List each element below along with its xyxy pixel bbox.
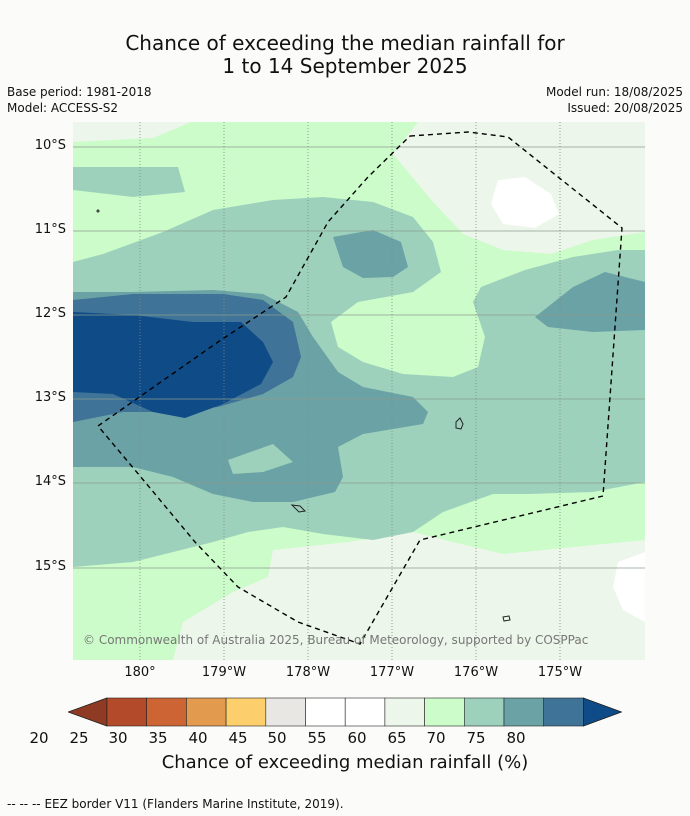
lat-label-13s: 13°S — [34, 390, 66, 405]
model-run-text: Model run: 18/08/2025 — [545, 85, 683, 99]
colorbar-box — [424, 697, 465, 727]
colorbar-box — [543, 697, 584, 727]
colorbar — [68, 697, 622, 727]
islands — [96, 209, 511, 622]
colorbar-box — [463, 697, 505, 727]
colorbar-tick-40: 40 — [188, 729, 208, 747]
colorbar-tick-65: 65 — [387, 729, 407, 747]
colorbar-box — [384, 697, 425, 727]
model-text: Model: ACCESS-S2 — [7, 101, 119, 115]
colorbar-box — [106, 697, 148, 727]
colorbar-box — [265, 697, 306, 727]
latitude-gridlines — [73, 146, 645, 569]
region-light-south — [173, 532, 645, 660]
colorbar-box — [186, 697, 227, 727]
title-line-2: 1 to 14 September 2025 — [222, 54, 468, 78]
meta-left: Base period: 1981-2018 Model: ACCESS-S2 — [7, 84, 152, 116]
eez-legend-text: EEZ border V11 (Flanders Marine Institut… — [44, 797, 344, 811]
lon-label-177w: 177°W — [369, 665, 415, 680]
meta-right: Model run: 18/08/2025 Issued: 20/08/2025 — [546, 84, 683, 116]
chart-title: Chance of exceeding the median rainfall … — [0, 32, 690, 78]
island-south — [502, 615, 511, 622]
colorbar-box — [146, 697, 187, 727]
lon-label-176w: 176°W — [453, 665, 499, 680]
lat-label-10s: 10°S — [34, 138, 66, 153]
copyright-text: © Commonwealth of Australia 2025, Bureau… — [83, 633, 589, 647]
colorbar-box — [344, 697, 386, 727]
colorbar-tick-35: 35 — [148, 729, 168, 747]
lat-label-14s: 14°S — [34, 474, 66, 489]
colorbar-tick-75: 75 — [466, 729, 486, 747]
lon-label-178w: 178°W — [285, 665, 331, 680]
title-line-1: Chance of exceeding the median rainfall … — [125, 31, 565, 55]
region-white-se — [613, 552, 645, 622]
eez-legend: -- -- -- EEZ border V11 (Flanders Marine… — [7, 797, 344, 811]
base-period-text: Base period: 1981-2018 — [7, 85, 152, 99]
lat-label-15s: 15°S — [34, 559, 66, 574]
lon-label-175w: 175°W — [537, 665, 583, 680]
colorbar-extend-low — [68, 697, 108, 727]
region-white-ne — [491, 177, 559, 228]
colorbar-box — [503, 697, 545, 727]
island-west — [290, 504, 307, 513]
eez-border — [96, 131, 623, 645]
colorbar-tick-30: 30 — [108, 729, 128, 747]
map-canvas — [73, 122, 645, 660]
region-70-75-north — [333, 230, 408, 278]
band-above-80 — [73, 312, 273, 418]
region-light-nw — [73, 122, 191, 142]
colorbar-extend-high — [583, 697, 622, 727]
colorbar-box — [305, 697, 346, 727]
colorbar-tick-25: 25 — [69, 729, 89, 747]
colorbar-tick-50: 50 — [267, 729, 287, 747]
lat-label-12s: 12°S — [34, 306, 66, 321]
colorbar-tick-45: 45 — [228, 729, 248, 747]
region-70-75-east — [535, 272, 645, 332]
colorbar-tick-70: 70 — [426, 729, 446, 747]
colorbar-label: Chance of exceeding median rainfall (%) — [161, 752, 529, 773]
region-65-70-inner — [228, 444, 293, 474]
lat-label-11s: 11°S — [34, 222, 66, 237]
colorbar-tick-55: 55 — [307, 729, 327, 747]
lon-label-180: 180° — [124, 665, 156, 680]
region-mid-nw — [73, 167, 185, 197]
colorbar-box — [225, 697, 267, 727]
eez-dash-marker: -- -- -- — [7, 797, 41, 811]
island-dot — [96, 209, 100, 213]
colorbar-tick-60: 60 — [347, 729, 367, 747]
colorbar-tick-20: 20 — [29, 729, 49, 747]
rainfall-map — [73, 122, 645, 660]
colorbar-tick-80: 80 — [506, 729, 526, 747]
lon-label-179w: 179°W — [201, 665, 247, 680]
issued-text: Issued: 20/08/2025 — [567, 101, 683, 115]
island-east — [455, 417, 464, 430]
